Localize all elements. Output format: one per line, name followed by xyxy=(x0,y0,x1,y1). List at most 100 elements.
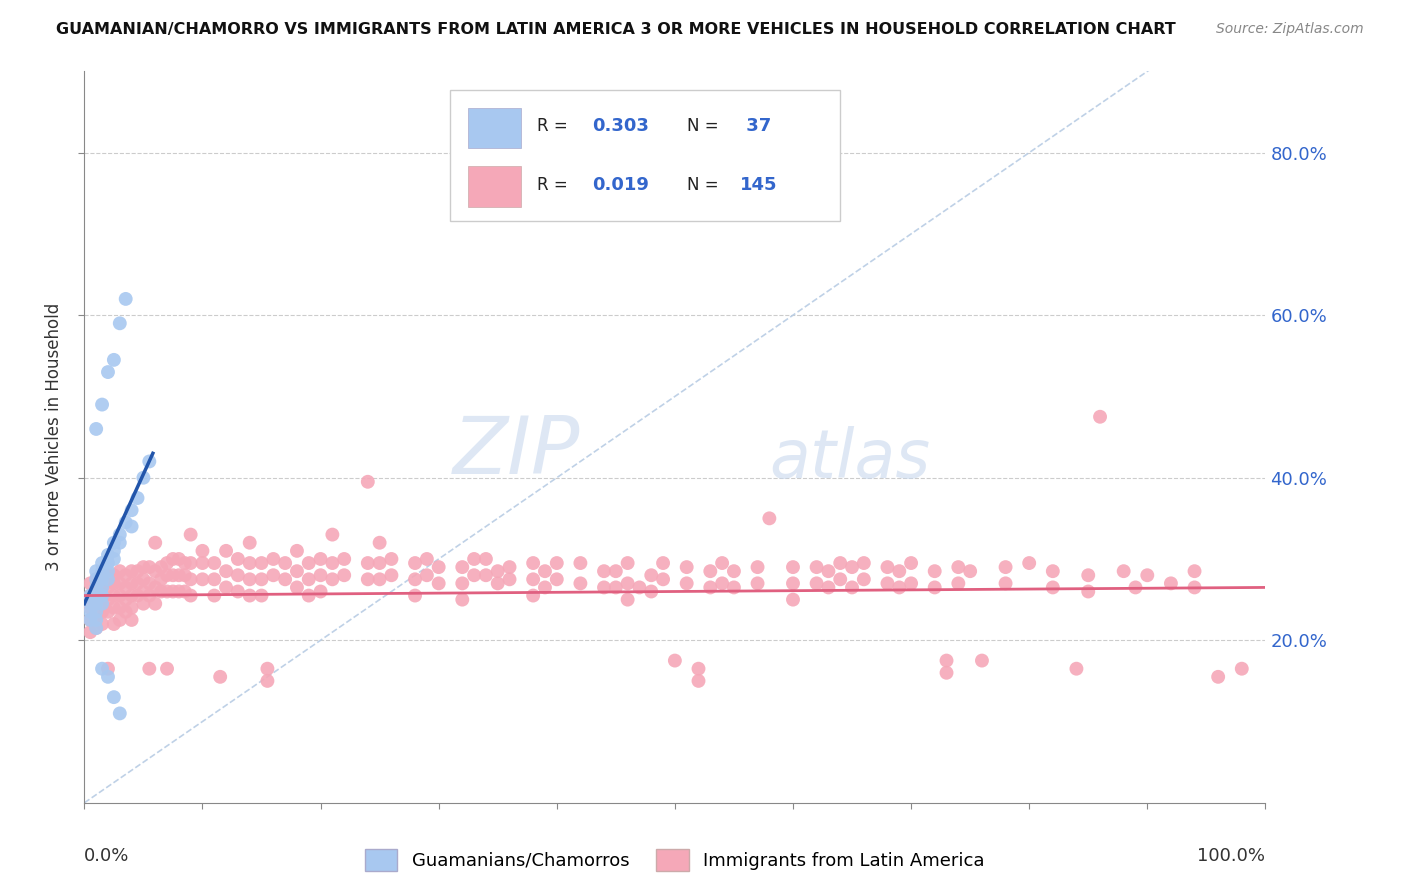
Point xyxy=(108,535,131,549)
Point xyxy=(274,572,297,586)
Point xyxy=(103,576,125,591)
Point xyxy=(97,670,120,684)
Point xyxy=(114,568,136,582)
Point xyxy=(924,564,946,578)
Point xyxy=(84,589,107,603)
Point xyxy=(262,568,284,582)
Point xyxy=(91,581,114,595)
Point xyxy=(522,572,544,586)
Point xyxy=(108,316,131,330)
Text: GUAMANIAN/CHAMORRO VS IMMIGRANTS FROM LATIN AMERICA 3 OR MORE VEHICLES IN HOUSEH: GUAMANIAN/CHAMORRO VS IMMIGRANTS FROM LA… xyxy=(56,22,1175,37)
Point xyxy=(463,568,485,582)
Point xyxy=(616,576,638,591)
Point xyxy=(79,613,101,627)
Point xyxy=(239,572,262,586)
Point xyxy=(664,654,686,668)
Point xyxy=(357,572,380,586)
Point xyxy=(935,654,957,668)
Point xyxy=(84,613,107,627)
Point xyxy=(132,597,155,611)
Point xyxy=(108,589,131,603)
Point xyxy=(108,613,131,627)
Point xyxy=(747,576,769,591)
FancyBboxPatch shape xyxy=(468,167,522,207)
Point xyxy=(368,572,391,586)
Point xyxy=(852,572,875,586)
Text: N =: N = xyxy=(686,117,718,136)
Text: 0.303: 0.303 xyxy=(592,117,650,136)
Point xyxy=(202,589,225,603)
Point xyxy=(162,552,184,566)
Point xyxy=(321,527,343,541)
Point xyxy=(209,670,232,684)
Point xyxy=(215,564,238,578)
Point xyxy=(1230,662,1253,676)
Point xyxy=(522,589,544,603)
Point xyxy=(215,544,238,558)
Point xyxy=(1077,584,1099,599)
Point xyxy=(605,564,627,578)
Text: 37: 37 xyxy=(740,117,770,136)
Point xyxy=(226,552,249,566)
Point xyxy=(782,560,804,574)
Point xyxy=(91,662,114,676)
Point xyxy=(132,560,155,574)
Point xyxy=(202,572,225,586)
Point xyxy=(817,564,839,578)
Point xyxy=(309,552,332,566)
Point xyxy=(285,544,308,558)
Point xyxy=(675,576,697,591)
Point xyxy=(97,572,120,586)
Point xyxy=(97,662,120,676)
Point xyxy=(127,564,149,578)
Point xyxy=(994,576,1017,591)
Point xyxy=(97,365,120,379)
Point xyxy=(569,556,592,570)
Point xyxy=(180,572,202,586)
Point xyxy=(84,572,107,586)
Text: R =: R = xyxy=(537,117,568,136)
Point xyxy=(79,600,101,615)
Point xyxy=(368,535,391,549)
Point xyxy=(114,581,136,595)
Point xyxy=(994,560,1017,574)
Point xyxy=(262,552,284,566)
Point xyxy=(256,662,278,676)
Point xyxy=(250,556,273,570)
Point xyxy=(463,552,485,566)
Point xyxy=(333,568,356,582)
Point xyxy=(333,552,356,566)
Point xyxy=(226,568,249,582)
Point xyxy=(747,560,769,574)
Point xyxy=(298,572,321,586)
Point xyxy=(91,568,114,582)
Point xyxy=(121,503,143,517)
Point xyxy=(138,560,160,574)
Point xyxy=(121,600,143,615)
Point xyxy=(79,589,101,603)
Point xyxy=(699,581,721,595)
Point xyxy=(711,556,734,570)
Text: 0.019: 0.019 xyxy=(592,176,650,194)
Point xyxy=(173,568,195,582)
Text: ZIP: ZIP xyxy=(453,413,581,491)
Point xyxy=(546,556,568,570)
Point xyxy=(380,568,402,582)
Point xyxy=(180,589,202,603)
Point xyxy=(91,556,114,570)
Point xyxy=(817,581,839,595)
Point xyxy=(605,581,627,595)
Point xyxy=(900,576,922,591)
Point xyxy=(91,572,114,586)
Point xyxy=(114,292,136,306)
Point xyxy=(593,564,616,578)
Point xyxy=(628,581,651,595)
Text: Source: ZipAtlas.com: Source: ZipAtlas.com xyxy=(1216,22,1364,37)
Point xyxy=(103,535,125,549)
Point xyxy=(150,560,173,574)
Point xyxy=(1184,564,1206,578)
Point xyxy=(97,568,120,582)
Point xyxy=(321,556,343,570)
Point xyxy=(114,605,136,619)
Point xyxy=(103,600,125,615)
